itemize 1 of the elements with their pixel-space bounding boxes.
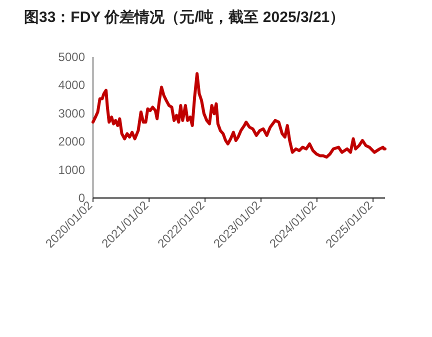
title: 图33：FDY 价差情况（元/吨，截至 2025/3/21） xyxy=(24,9,345,26)
